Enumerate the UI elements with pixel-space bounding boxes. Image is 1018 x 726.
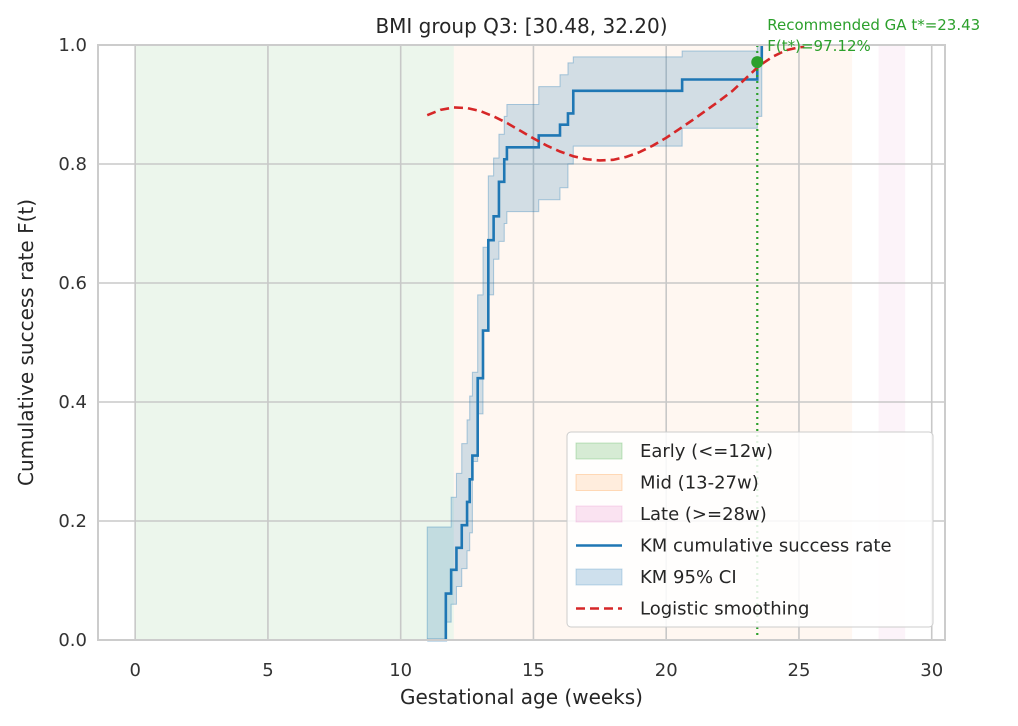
- plot-frame: [97, 44, 946, 641]
- legend-items: Early (<=12w) Mid (13-27w) Late (>=28w) KM …: [575, 441, 892, 620]
- recommended-value-label: F(t*)=97.12%: [767, 37, 870, 55]
- legend-swatch: [575, 505, 623, 523]
- x-axis-title: Gestational age (weeks): [400, 685, 643, 709]
- legend-label: Logistic smoothing: [640, 599, 809, 620]
- recommended-layer: [751, 45, 764, 640]
- series-layer: [426, 44, 805, 642]
- legend-label: Early (<=12w): [640, 441, 773, 462]
- y-tick-label: 1.0: [58, 35, 87, 56]
- km-step-line: [427, 45, 764, 642]
- y-tick-label: 0.2: [58, 511, 87, 532]
- x-tick-label: 0: [129, 660, 140, 681]
- y-tick-label: 0.8: [58, 154, 87, 175]
- x-tick-label: 30: [920, 660, 943, 681]
- chart-title: BMI group Q3: [30.48, 32.20): [375, 14, 667, 38]
- legend: Early (<=12w) Mid (13-27w) Late (>=28w) KM …: [566, 431, 934, 628]
- ci-band-layer: [426, 44, 763, 641]
- y-tick-label: 0.4: [58, 392, 87, 413]
- logistic-smoothing-line: [426, 45, 805, 162]
- x-tick-label: 25: [788, 660, 811, 681]
- recommended-label: Recommended GA t*=23.43: [767, 16, 980, 34]
- x-tick-label: 10: [389, 660, 412, 681]
- legend-label: KM cumulative success rate: [640, 536, 892, 557]
- legend-label: KM 95% CI: [640, 567, 737, 588]
- x-tick-label: 15: [522, 660, 545, 681]
- legend-label: Late (>=28w): [640, 504, 767, 525]
- x-tick-label: 5: [262, 660, 273, 681]
- legend-box: [566, 431, 934, 628]
- tick-labels: 0 5 10 15 20 25 30 0.0 0.2 0.4 0.6 0.8 1.0: [58, 35, 943, 681]
- y-axis-title: Cumulative success rate F(t): [14, 199, 38, 486]
- legend-label: Mid (13-27w): [640, 473, 759, 494]
- recommended-point: [751, 56, 764, 69]
- km-ci-band: [426, 44, 763, 641]
- x-tick-label: 20: [655, 660, 678, 681]
- y-tick-label: 0.6: [58, 273, 87, 294]
- band-early-12w: [135, 45, 454, 640]
- legend-swatch: [575, 568, 623, 586]
- y-tick-label: 0.0: [58, 630, 87, 651]
- legend-swatch: [575, 442, 623, 460]
- legend-swatch: [575, 474, 623, 491]
